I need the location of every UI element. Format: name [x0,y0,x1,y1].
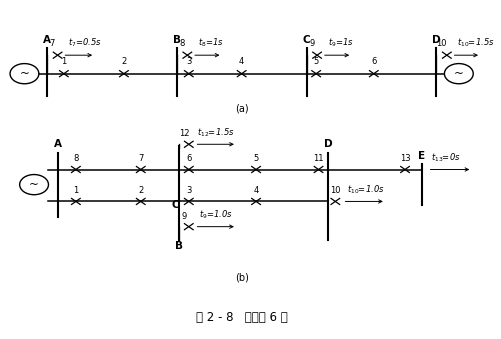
Text: B: B [175,241,183,251]
Text: 6: 6 [371,57,376,66]
Text: $t_{12}$=1.5s: $t_{12}$=1.5s [197,126,235,139]
Text: 7: 7 [50,39,55,48]
Text: ~: ~ [454,67,464,80]
Text: 11: 11 [313,154,324,163]
Text: 10: 10 [330,186,341,195]
Text: $t_{10}$=1.0s: $t_{10}$=1.0s [347,183,385,196]
Text: ~: ~ [20,67,30,80]
Text: D: D [324,139,333,149]
Text: $t_9$=1.0s: $t_9$=1.0s [199,209,233,221]
Text: 12: 12 [179,129,189,138]
Text: A: A [54,139,62,149]
Text: (a): (a) [235,104,248,114]
Text: 9: 9 [181,212,186,221]
Text: 2: 2 [138,186,143,195]
Text: D: D [432,35,440,45]
Text: (b): (b) [234,273,248,283]
Text: 1: 1 [73,186,79,195]
Text: 5: 5 [254,154,259,163]
Text: C: C [303,35,310,45]
Text: 13: 13 [400,154,410,163]
Text: 3: 3 [186,186,191,195]
Text: $t_7$=0.5s: $t_7$=0.5s [68,37,102,49]
Text: 2: 2 [121,57,127,66]
Text: $t_8$=1s: $t_8$=1s [198,37,224,49]
Text: 7: 7 [138,154,143,163]
Text: 10: 10 [436,39,447,48]
Text: 3: 3 [186,57,191,66]
Text: 8: 8 [73,154,79,163]
Text: B: B [173,35,181,45]
Text: A: A [43,35,51,45]
Text: 1: 1 [61,57,67,66]
Text: 图 2 - 8   分析题 6 图: 图 2 - 8 分析题 6 图 [196,311,288,324]
Text: 5: 5 [314,57,319,66]
Text: 6: 6 [186,154,191,163]
Text: 4: 4 [254,186,259,195]
Text: E: E [418,151,425,161]
Text: ~: ~ [29,178,39,191]
Text: $t_{10}$=1.5s: $t_{10}$=1.5s [457,37,495,49]
Text: $t_9$=1s: $t_9$=1s [328,37,353,49]
Text: 9: 9 [309,39,315,48]
Text: 4: 4 [239,57,244,66]
Text: $t_{13}$=0s: $t_{13}$=0s [431,152,461,164]
Text: C: C [171,200,179,210]
Text: 8: 8 [179,39,185,48]
